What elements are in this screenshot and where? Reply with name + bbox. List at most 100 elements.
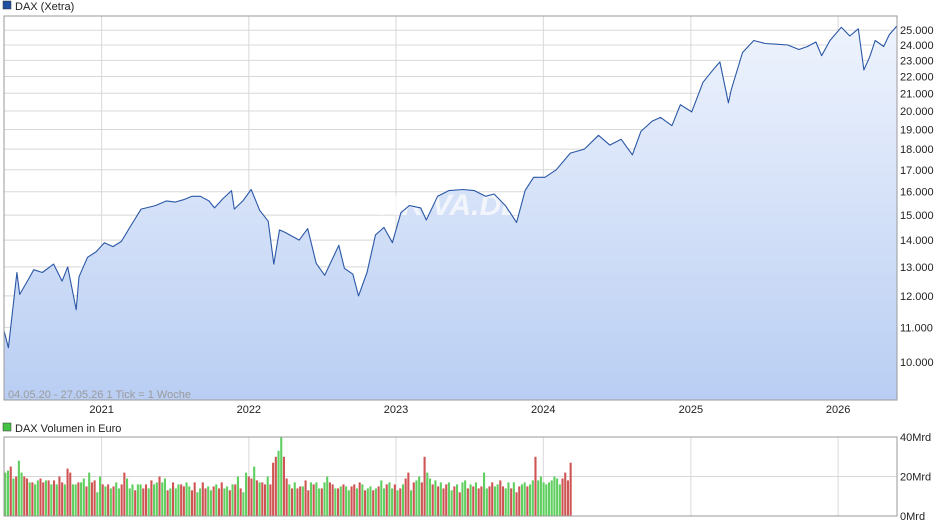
volume-bar bbox=[28, 482, 31, 516]
volume-y-axis: 0Mrd 20Mrd 40Mrd bbox=[900, 432, 931, 523]
price-y-tick-label: 17.000 bbox=[900, 165, 934, 177]
volume-bar bbox=[515, 492, 518, 516]
volume-bar bbox=[345, 486, 348, 516]
price-y-tick-label: 19.000 bbox=[900, 125, 934, 137]
volume-bar bbox=[464, 480, 467, 516]
volume-bar bbox=[318, 488, 321, 516]
price-legend: DAX (Xetra) bbox=[15, 1, 74, 13]
volume-bar bbox=[166, 490, 169, 516]
volume-bar bbox=[282, 456, 285, 517]
price-y-tick-label: 14.000 bbox=[900, 235, 934, 247]
volume-bar bbox=[369, 486, 372, 516]
volume-bar bbox=[20, 472, 23, 516]
volume-bar bbox=[88, 472, 91, 516]
volume-bar bbox=[215, 484, 218, 516]
volume-bar bbox=[372, 490, 375, 516]
volume-bar bbox=[361, 484, 364, 516]
volume-bar bbox=[480, 486, 483, 516]
volume-bar bbox=[147, 488, 150, 516]
volume-bar bbox=[285, 478, 288, 516]
volume-bar bbox=[391, 488, 394, 516]
volume-bar bbox=[199, 488, 202, 516]
volume-bar bbox=[336, 488, 340, 516]
volume-bar bbox=[355, 488, 359, 516]
price-y-tick-label: 12.000 bbox=[900, 291, 934, 303]
volume-bar bbox=[47, 480, 50, 516]
volume-bar bbox=[388, 482, 391, 516]
volume-bar bbox=[291, 488, 294, 516]
price-y-tick-label: 21.000 bbox=[900, 88, 934, 100]
volume-y-tick-label: 0Mrd bbox=[900, 511, 925, 523]
volume-bar bbox=[339, 486, 342, 516]
volume-bar bbox=[226, 486, 229, 516]
watermark: ARIVA.DE bbox=[379, 189, 522, 222]
volume-bar bbox=[523, 482, 526, 516]
volume-chart: DAX Volumen in Euro 0Mrd 20Mrd 40Mrd bbox=[2, 422, 931, 523]
volume-bar bbox=[399, 488, 402, 516]
volume-bar bbox=[385, 484, 388, 516]
volume-bar bbox=[236, 476, 240, 516]
volume-bar bbox=[93, 480, 96, 516]
volume-bar bbox=[115, 482, 118, 516]
volume-bar bbox=[434, 480, 437, 516]
volume-bar bbox=[34, 484, 37, 516]
volume-bar bbox=[250, 478, 253, 516]
volume-bar bbox=[272, 462, 275, 516]
volume-bar bbox=[15, 476, 18, 516]
volume-bar bbox=[82, 478, 85, 516]
volume-bar bbox=[396, 490, 399, 516]
volume-bar bbox=[131, 484, 134, 516]
volume-bar bbox=[196, 492, 199, 516]
volume-bar bbox=[382, 488, 386, 516]
price-x-tick-label: 2023 bbox=[384, 404, 408, 416]
volume-bar bbox=[472, 486, 475, 516]
volume-bar bbox=[128, 488, 131, 516]
volume-bar bbox=[220, 482, 223, 516]
volume-bar bbox=[377, 486, 380, 516]
volume-bar bbox=[566, 480, 569, 516]
volume-bar bbox=[374, 488, 377, 516]
volume-bar bbox=[101, 484, 104, 516]
volume-bar bbox=[255, 480, 258, 516]
volume-bar bbox=[323, 482, 326, 516]
volume-bar bbox=[193, 482, 196, 516]
volume-bar bbox=[410, 490, 413, 516]
volume-bar bbox=[564, 472, 567, 516]
volume-bar bbox=[483, 472, 486, 516]
volume-bar bbox=[550, 480, 553, 516]
volume-bar bbox=[331, 484, 334, 516]
volume-bar bbox=[174, 488, 177, 516]
volume-bar bbox=[112, 486, 115, 516]
price-y-tick-label: 15.000 bbox=[900, 210, 934, 222]
volume-bar bbox=[161, 482, 164, 516]
volume-bar bbox=[353, 484, 356, 516]
volume-y-tick-label: 20Mrd bbox=[900, 472, 931, 484]
price-x-tick-label: 2025 bbox=[679, 404, 703, 416]
volume-bar bbox=[537, 480, 540, 516]
price-y-tick-label: 16.000 bbox=[900, 187, 934, 199]
volume-bar bbox=[209, 490, 212, 516]
volume-bar bbox=[439, 482, 442, 516]
volume-bar bbox=[266, 476, 269, 516]
volume-bar bbox=[269, 484, 272, 516]
volume-bar bbox=[558, 484, 561, 516]
price-x-tick-label: 2021 bbox=[89, 404, 113, 416]
volume-bar bbox=[450, 490, 453, 516]
volume-bar bbox=[136, 484, 139, 516]
volume-bar bbox=[52, 480, 56, 516]
volume-plot-frame bbox=[3, 436, 898, 517]
volume-bar bbox=[493, 486, 496, 516]
volume-bar bbox=[90, 482, 93, 516]
price-x-axis: 2021 2022 2023 2024 2025 2026 bbox=[89, 404, 850, 416]
volume-bar bbox=[177, 484, 180, 516]
volume-bar bbox=[4, 472, 7, 516]
volume-bar bbox=[228, 490, 231, 516]
volume-bar bbox=[326, 476, 329, 516]
volume-bar bbox=[25, 478, 29, 516]
volume-bar bbox=[426, 472, 429, 516]
volume-bar bbox=[412, 482, 415, 516]
volume-bar bbox=[342, 484, 345, 516]
volume-bar bbox=[293, 482, 296, 516]
volume-bar bbox=[531, 480, 534, 516]
